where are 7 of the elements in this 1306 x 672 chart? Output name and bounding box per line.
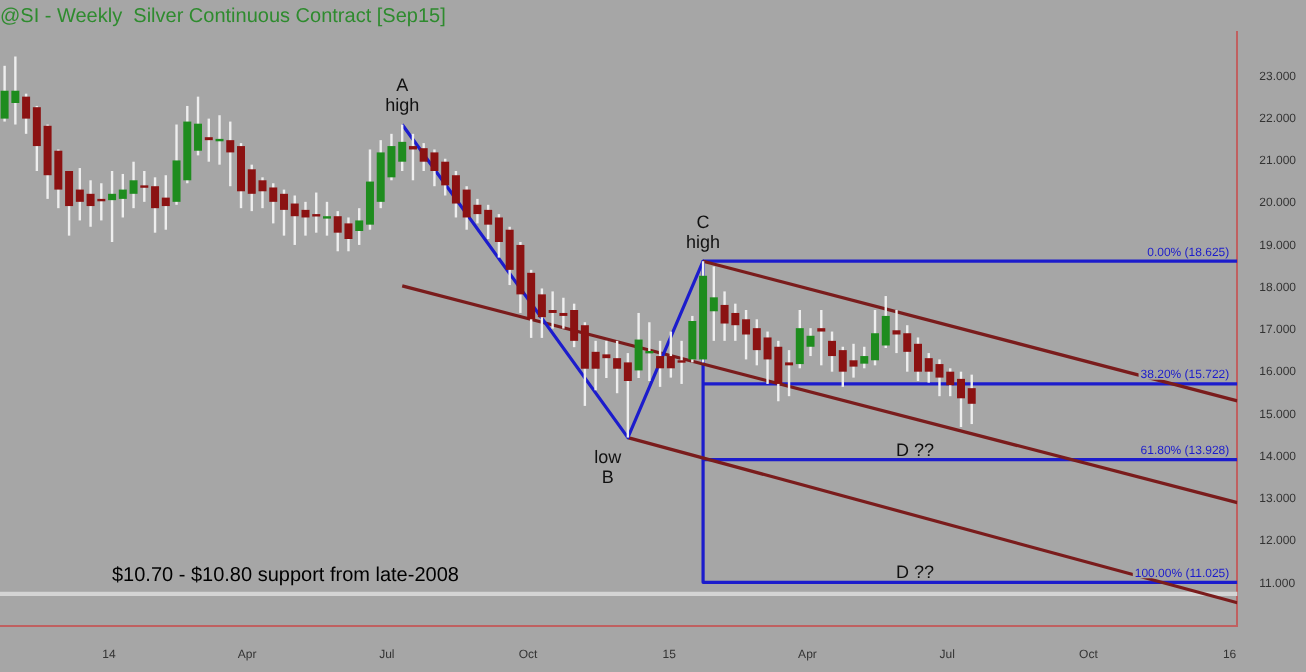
annotation: D ?? (895, 439, 934, 460)
band-label: $10.70 - $10.80 support from late-2008 (112, 565, 460, 588)
annotation: low B (594, 446, 623, 487)
annotation: D ?? (895, 561, 934, 582)
chart-title: @SI - Weekly Silver Continuous Contract [Sep15] (0, 5, 447, 28)
annotation: C high (686, 212, 721, 253)
annotation: A high (385, 75, 420, 116)
